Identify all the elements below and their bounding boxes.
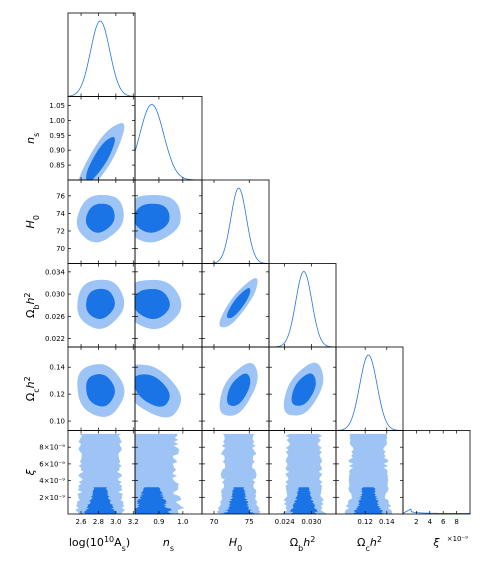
contour-68-ns-Obh2 [135, 288, 170, 320]
contour-68-H0-Obh2 [226, 288, 251, 319]
ytick-label-xi: 4×10⁻⁹ [39, 477, 65, 485]
ytick-label-ns: 1.00 [49, 117, 65, 125]
ytick-label-ns: 0.85 [49, 162, 65, 170]
xlabel-Och2: Ωch2 [357, 535, 382, 553]
xi-multiplier: ×10⁻⁹ [447, 535, 468, 543]
xtick-label-xi: 8 [454, 518, 458, 526]
marginal-ns [135, 104, 202, 180]
contour-95-H0-xi [216, 433, 261, 514]
marginal-H0 [202, 187, 269, 264]
contour-68-Och2-xi [353, 487, 384, 514]
marginal-logA [68, 20, 135, 97]
xtick-label-xi: 6 [441, 518, 446, 526]
panel-frame-2-2 [201, 179, 270, 264]
panel-frame-0-0 [67, 12, 136, 97]
xtick-label-Och2: 0.14 [379, 518, 395, 526]
contour-68-H0-Och2 [227, 373, 251, 406]
xtick-label-xi: 2 [414, 518, 418, 526]
contour-68-H0-xi [223, 487, 255, 514]
xlabel-xi: ξ [432, 536, 440, 549]
contour-95-Och2-xi [344, 433, 393, 514]
ylabel-Och2: Ωch2 [23, 376, 41, 401]
marginal-Och2 [336, 354, 403, 431]
xtick-label-ns: 1.0 [177, 518, 188, 526]
xlabel-Obh2: Ωbh2 [290, 535, 316, 553]
ytick-label-ns: 1.05 [49, 102, 65, 110]
ytick-label-Obh2: 0.034 [45, 268, 66, 276]
contour-95-Obh2-xi [279, 433, 328, 514]
ytick-label-Obh2: 0.030 [45, 291, 65, 299]
contour-68-logA-H0 [85, 203, 115, 233]
panel-frame-3-3 [268, 263, 337, 348]
ytick-label-H0: 70 [56, 245, 65, 253]
xlabel-ns: ns [163, 536, 174, 553]
ytick-label-Och2: 0.10 [49, 418, 65, 426]
ylabel-H0: H0 [24, 215, 41, 228]
contour-68-logA-xi [80, 487, 120, 514]
xtick-label-logA: 2.8 [93, 518, 104, 526]
ytick-label-Och2: 0.14 [49, 364, 65, 372]
ytick-label-ns: 0.95 [49, 132, 65, 140]
ytick-label-H0: 72 [56, 227, 65, 235]
panel-frame-5-5 [402, 430, 471, 515]
xlabel-H0: H0 [229, 536, 242, 553]
contour-68-Obh2-xi [289, 487, 319, 514]
xtick-label-logA: 3.2 [128, 518, 139, 526]
xtick-label-logA: 3.0 [110, 518, 121, 526]
contour-68-logA-ns [86, 137, 115, 180]
marginal-Obh2 [269, 271, 336, 347]
xtick-label-Obh2: 0.030 [301, 518, 321, 526]
xtick-label-xi: 4 [428, 518, 433, 526]
ytick-label-xi: 8×10⁻⁹ [39, 444, 65, 452]
contour-68-ns-Och2 [135, 374, 170, 407]
contour-68-logA-Och2 [86, 374, 115, 407]
ytick-label-Obh2: 0.026 [45, 313, 66, 321]
contour-95-logA-xi [75, 433, 126, 514]
ytick-label-H0: 74 [56, 210, 65, 218]
xlabel-logA: log(1010As) [69, 535, 130, 553]
panel-frame-1-1 [134, 96, 203, 181]
ylabel-Obh2: Ωbh2 [23, 292, 41, 318]
xtick-label-H0: 75 [245, 518, 254, 526]
contour-68-Obh2-Och2 [291, 373, 316, 406]
xtick-label-ns: 0.9 [153, 518, 164, 526]
contour-68-ns-H0 [135, 203, 170, 233]
ytick-label-H0: 76 [56, 192, 65, 200]
ytick-label-Obh2: 0.022 [45, 335, 65, 343]
contour-68-ns-xi [135, 487, 176, 514]
xtick-label-logA: 2.6 [75, 518, 87, 526]
marginal-xi [403, 508, 470, 514]
ytick-label-xi: 2×10⁻⁹ [39, 494, 65, 502]
xtick-label-Och2: 0.12 [357, 518, 373, 526]
ytick-label-ns: 0.90 [49, 147, 65, 155]
panel-frame-4-4 [335, 346, 404, 431]
ylabel-ns: ns [24, 133, 41, 144]
ytick-label-Och2: 0.12 [49, 391, 65, 399]
ytick-label-xi: 6×10⁻⁹ [39, 460, 65, 468]
ylabel-xi: ξ [24, 468, 37, 476]
xtick-label-H0: 70 [210, 518, 219, 526]
contour-68-logA-Obh2 [86, 288, 115, 319]
xtick-label-Obh2: 0.024 [275, 518, 296, 526]
